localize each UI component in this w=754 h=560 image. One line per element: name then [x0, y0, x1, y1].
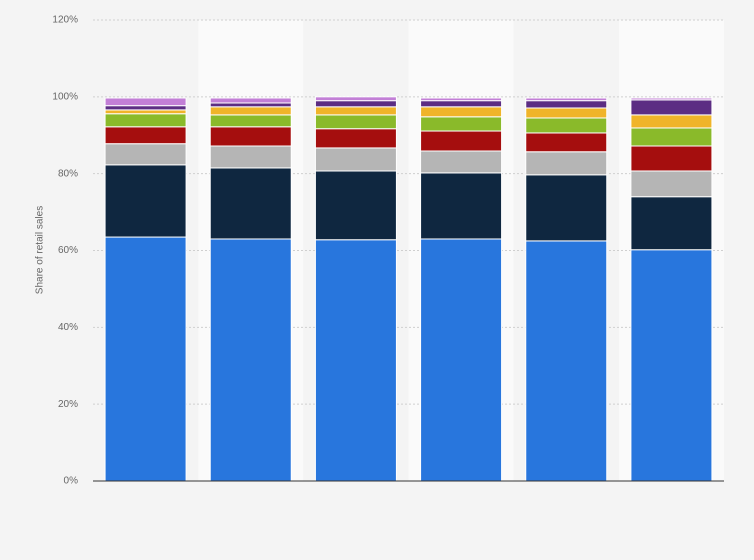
bar-segment: [525, 117, 608, 134]
bar-segment: [420, 106, 503, 118]
bar-segment: [525, 100, 608, 109]
bar-segment: [630, 145, 713, 172]
bar-segment: [525, 107, 608, 119]
bar-segment: [525, 97, 608, 102]
bar-segment: [630, 127, 713, 147]
bar-segment: [314, 106, 397, 116]
bar-segment: [104, 113, 187, 128]
bar-segment: [209, 114, 292, 128]
bar-segment: [209, 145, 292, 169]
y-tick-label: 40%: [58, 322, 78, 333]
bar-segment: [209, 102, 292, 108]
bar-segment: [314, 100, 397, 108]
bar-segment: [104, 143, 187, 166]
y-tick-label: 80%: [58, 168, 78, 179]
bar-segment: [420, 150, 503, 174]
bar-segment: [104, 164, 187, 238]
bar-segment: [314, 147, 397, 172]
bar-segment: [209, 238, 292, 482]
y-axis-title: Share of retail sales: [35, 206, 46, 294]
y-tick-label: 120%: [52, 15, 78, 26]
bar-segment: [525, 132, 608, 153]
y-tick-label: 20%: [58, 399, 78, 410]
bar-segment: [420, 100, 503, 108]
bar-segment: [630, 99, 713, 116]
bar-segment: [630, 170, 713, 198]
bar-segment: [525, 174, 608, 242]
bar-segment: [630, 97, 713, 101]
bar-segment: [314, 128, 397, 149]
bar-segment: [630, 114, 713, 129]
y-tick-label: 100%: [52, 91, 78, 102]
bar-segment: [420, 116, 503, 132]
bar-segment: [209, 126, 292, 147]
bar-segment: [630, 249, 713, 482]
bar-segment: [525, 151, 608, 176]
bar-segment: [630, 196, 713, 251]
bar-segment: [420, 172, 503, 240]
bar-segment: [314, 239, 397, 482]
bar-segment: [314, 96, 397, 102]
bar-segment: [420, 130, 503, 152]
bar-segment: [420, 238, 503, 482]
bar-segment: [209, 167, 292, 240]
y-tick-label: 0%: [64, 476, 79, 487]
bar-segment: [314, 170, 397, 241]
bar-segment: [209, 106, 292, 116]
bar-segment: [104, 97, 187, 107]
bar-segment: [209, 97, 292, 104]
bar-segment: [104, 126, 187, 145]
bar-segment: [104, 109, 187, 115]
y-tick-label: 60%: [58, 245, 78, 256]
bar-segment: [525, 240, 608, 482]
bar-segment: [104, 236, 187, 482]
bar-segment: [104, 105, 187, 111]
bar-segment: [314, 114, 397, 130]
bar-segment: [420, 97, 503, 102]
